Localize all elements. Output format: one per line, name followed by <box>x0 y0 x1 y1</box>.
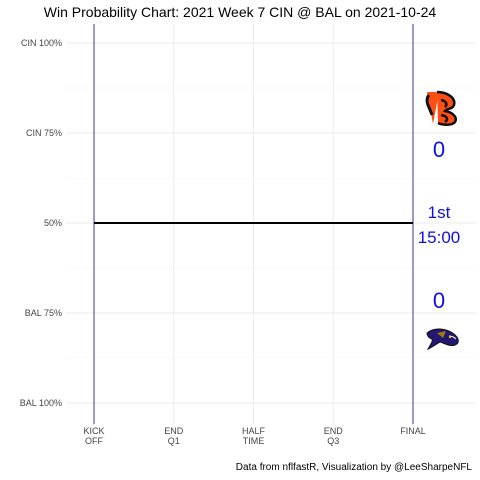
x-tick-label: HALF TIME <box>242 426 266 446</box>
x-tick-label: KICK OFF <box>83 426 104 446</box>
x-tick-label-line: TIME <box>243 436 265 446</box>
x-tick-label-line: KICK <box>83 426 104 436</box>
y-axis-ticks: CIN 100% CIN 75% 50% BAL 75% BAL 100% <box>20 38 62 408</box>
y-tick-label: 50% <box>44 218 62 228</box>
bal-score: 0 <box>433 288 445 313</box>
y-tick-label: BAL 100% <box>20 398 62 408</box>
cin-score: 0 <box>433 137 445 162</box>
x-tick-label-line: OFF <box>85 436 103 446</box>
x-tick-label: END Q3 <box>324 426 344 446</box>
y-tick-label: CIN 75% <box>26 128 62 138</box>
chart-caption: Data from nflfastR, Visualization by @Le… <box>235 462 472 473</box>
x-tick-label-line: END <box>324 426 344 436</box>
y-tick-label: CIN 100% <box>21 38 62 48</box>
x-tick-label-line: END <box>164 426 184 436</box>
chart-title: Win Probability Chart: 2021 Week 7 CIN @… <box>43 4 437 20</box>
bal-ravens-logo-icon <box>426 328 459 351</box>
cin-bengals-logo-icon <box>425 90 457 126</box>
x-tick-label-line: Q1 <box>168 436 180 446</box>
x-tick-label-line: FINAL <box>400 426 426 436</box>
x-tick-label-line: HALF <box>242 426 266 436</box>
x-tick-label: FINAL <box>400 426 426 436</box>
clock-label: 15:00 <box>418 228 461 247</box>
x-tick-label: END Q1 <box>164 426 184 446</box>
quarter-label: 1st <box>428 203 451 222</box>
y-tick-label: BAL 75% <box>25 308 62 318</box>
x-tick-label-line: Q3 <box>327 436 339 446</box>
